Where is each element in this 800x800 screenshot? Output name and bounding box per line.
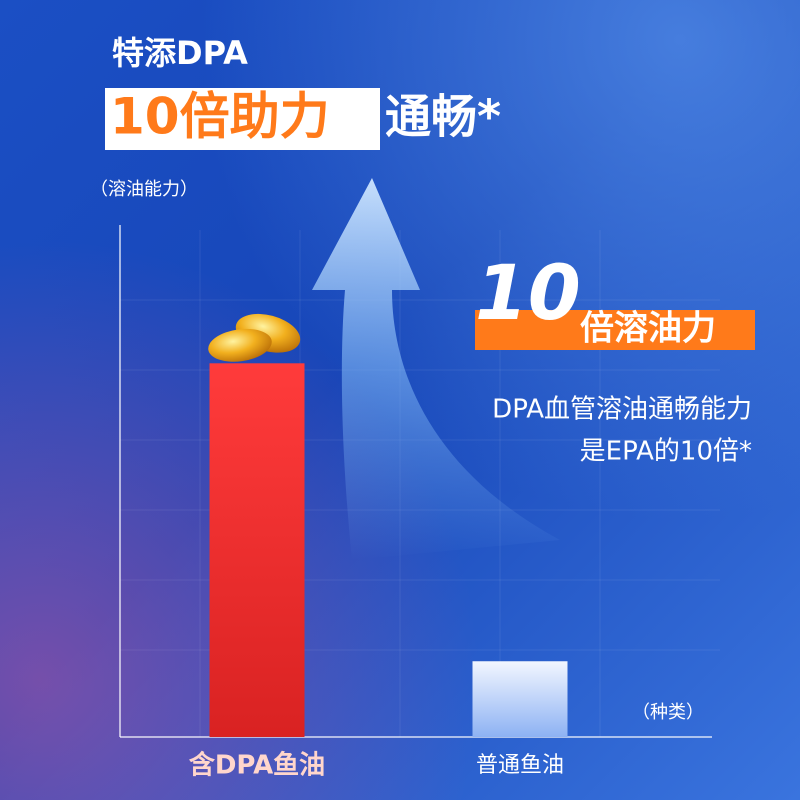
- headline: 10倍助力: [110, 88, 330, 146]
- headline-suffix: 通畅*: [385, 90, 501, 144]
- y-axis-label: （溶油能力）: [90, 179, 198, 200]
- callout-number: 10: [475, 248, 581, 337]
- callout-line: DPA血管溶油通畅能力: [492, 395, 752, 425]
- callout-line: 是EPA的10倍*: [580, 437, 752, 467]
- bar: [472, 661, 568, 737]
- x-axis-label: （种类）: [632, 702, 704, 723]
- capsule: [208, 328, 272, 362]
- headline-box: [105, 88, 380, 150]
- callout-box: [475, 310, 755, 350]
- bar: [209, 363, 305, 737]
- callout-text: 倍溶油力: [580, 309, 716, 349]
- title: 特添DPA: [112, 34, 248, 72]
- rising-arrow: [312, 178, 560, 560]
- x-tick-label: 普通鱼油: [476, 753, 564, 778]
- x-tick-label: 含DPA鱼油: [189, 750, 325, 781]
